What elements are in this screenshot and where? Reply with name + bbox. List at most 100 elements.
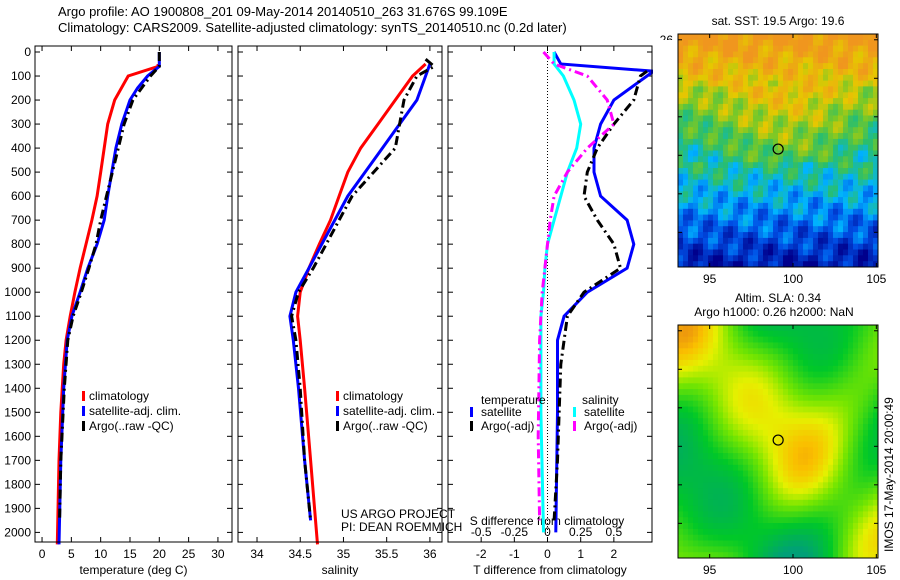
map-cell	[788, 528, 794, 536]
map-cell	[733, 464, 739, 472]
map-cell	[693, 383, 699, 390]
map-cell	[723, 237, 729, 245]
map-cell	[828, 517, 834, 524]
map-cell	[688, 173, 694, 181]
map-cell	[828, 150, 834, 157]
x-tick-label: 1	[577, 547, 584, 561]
map-cell	[808, 365, 814, 373]
map-cell	[853, 173, 859, 181]
map-cell	[743, 57, 749, 64]
map-cell	[763, 441, 769, 448]
map-cell	[758, 441, 764, 448]
map-cell	[803, 459, 809, 466]
map-cell	[863, 191, 869, 198]
map-cell	[773, 249, 779, 256]
map-cell	[688, 255, 694, 262]
map-cell	[748, 377, 754, 384]
map-cell	[738, 540, 744, 547]
map-cell	[818, 470, 824, 477]
map-cell	[718, 34, 724, 41]
map-cell	[813, 232, 819, 239]
map-cell	[773, 138, 779, 146]
map-cell	[768, 511, 774, 518]
y-tick-label: 1900	[4, 501, 31, 515]
map-cell	[693, 261, 699, 268]
x-tick-label: 35	[337, 547, 351, 561]
map-cell	[683, 249, 689, 256]
map-cell	[798, 109, 804, 116]
map-cell	[828, 45, 834, 52]
map-cell	[708, 528, 714, 536]
map-cell	[743, 406, 749, 413]
map-cell	[868, 121, 874, 128]
map-cell	[838, 232, 844, 239]
map-cell	[838, 394, 844, 402]
map-cell	[718, 237, 724, 245]
map-cell	[718, 435, 724, 442]
map-cell	[763, 86, 769, 93]
map-cell	[793, 435, 799, 442]
map-cell	[838, 69, 844, 76]
map-cell	[853, 359, 859, 367]
map-cell	[778, 51, 784, 58]
map-cell	[758, 482, 764, 489]
map-cell	[853, 342, 859, 349]
map-cell	[838, 342, 844, 349]
map-cell	[858, 330, 864, 338]
map-cell	[688, 540, 694, 547]
map-cell	[688, 138, 694, 146]
map-cell	[843, 144, 849, 151]
map-cell	[863, 435, 869, 442]
map-cell	[838, 534, 844, 541]
map-cell	[758, 109, 764, 116]
map-cell	[738, 109, 744, 116]
map-cell	[873, 115, 879, 122]
map-cell	[823, 441, 829, 448]
map-cell	[768, 488, 774, 495]
map-cell	[868, 197, 874, 204]
map-cell	[708, 325, 714, 332]
map-cell	[833, 237, 839, 245]
map-cell	[698, 354, 704, 361]
map-cell	[853, 447, 859, 454]
map-cell	[743, 150, 749, 157]
map-cell	[873, 447, 879, 454]
legend-label: climatology	[89, 389, 149, 403]
map-cell	[823, 348, 829, 355]
map-cell	[683, 342, 689, 349]
map-cell	[793, 528, 799, 536]
map-cell	[783, 511, 789, 518]
x2-axis-label: S difference from climatology	[470, 514, 625, 528]
map-cell	[728, 552, 734, 559]
map-cell	[848, 109, 854, 116]
map-cell	[828, 220, 834, 227]
map-cell	[683, 540, 689, 547]
map-cell	[693, 237, 699, 245]
map-cell	[703, 109, 709, 116]
map-cell	[768, 348, 774, 355]
map-cell	[693, 400, 699, 407]
map-cell	[683, 365, 689, 373]
map-cell	[758, 162, 764, 169]
x-tick-label: 36	[423, 547, 437, 561]
map-cell	[803, 447, 809, 454]
map-cell	[853, 261, 859, 268]
map-cell	[823, 476, 829, 483]
map-cell	[783, 348, 789, 355]
map-cell	[688, 394, 694, 402]
map-cell	[788, 214, 794, 221]
map-cell	[753, 173, 759, 181]
map-cell	[808, 540, 814, 547]
map-cell	[743, 115, 749, 122]
map-cell	[853, 243, 859, 250]
map-cell	[723, 540, 729, 547]
map-cell	[833, 173, 839, 181]
map-cell	[723, 208, 729, 216]
map-cell	[758, 255, 764, 262]
map-cell	[863, 493, 869, 501]
map-cell	[748, 34, 754, 41]
map-cell	[873, 69, 879, 76]
map-cell	[783, 179, 789, 186]
map-cell	[858, 493, 864, 501]
map-cell	[848, 179, 854, 186]
